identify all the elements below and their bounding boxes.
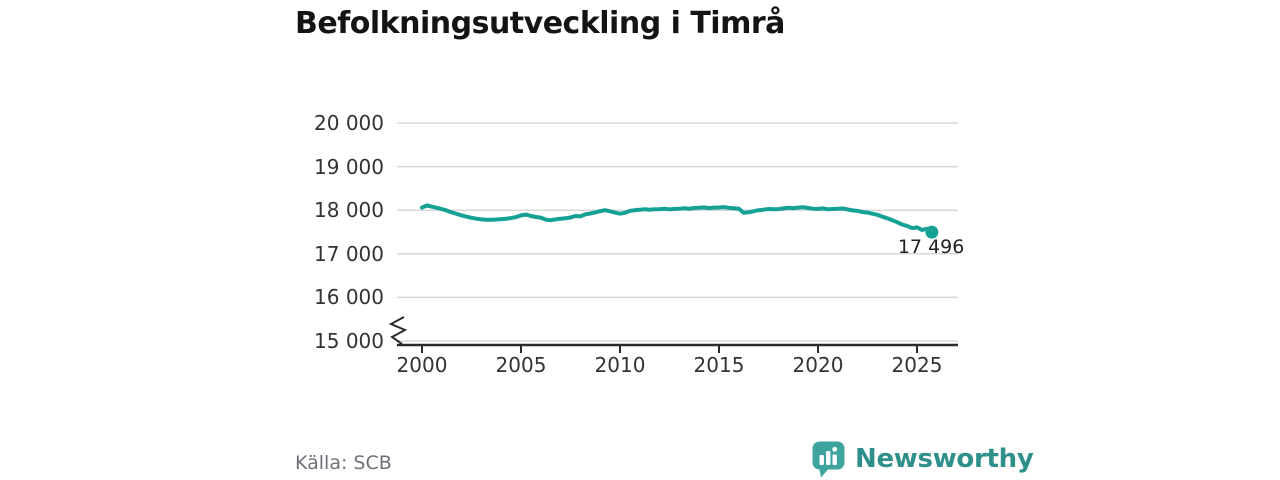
axis-break-icon [388,316,408,345]
y-tick-label: 18 000 [314,198,384,223]
source-caption: Källa: SCB [295,452,392,474]
newsworthy-logo-icon [812,441,845,478]
x-tick-label: 2010 [594,353,646,377]
last-value-dot [925,225,939,239]
last-value-label: 17 496 [897,236,965,259]
y-tick-label: 19 000 [314,154,384,179]
y-tick-label: 20 000 [314,111,384,135]
x-tick-label: 2000 [396,353,448,377]
y-tick-label: 17 000 [314,241,384,266]
x-tick-label: 2005 [495,353,547,377]
newsworthy-logo-text: Newsworthy [855,444,1034,474]
x-axis [397,343,958,353]
y-tick-label: 15 000 [314,329,384,353]
gridlines [397,122,958,342]
y-tick-label: 16 000 [314,285,384,310]
population-series-line [420,203,934,235]
x-tick-label: 2025 [891,353,943,377]
x-tick-label: 2020 [792,353,844,377]
x-tick-label: 2015 [693,353,745,377]
newsworthy-logo: Newsworthy [810,440,1034,478]
chart-title: Befolkningsutveckling i Timrå [295,6,785,41]
